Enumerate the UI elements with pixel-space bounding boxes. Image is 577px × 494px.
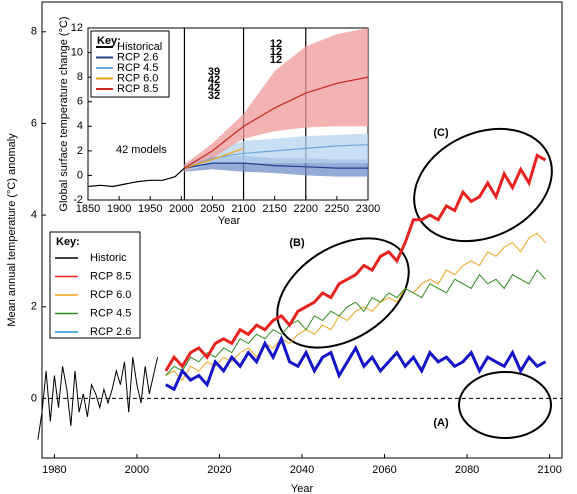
- series-line: [165, 269, 546, 376]
- x-tick-label: 1980: [42, 464, 66, 476]
- y-tick-label: -2: [73, 194, 83, 206]
- series-line: [184, 147, 244, 169]
- series-line: [184, 144, 369, 169]
- x-tick-label: 2100: [231, 203, 255, 215]
- legend-label: RCP 4.5: [117, 62, 158, 74]
- x-tick-label: 1900: [107, 203, 131, 215]
- y-tick-label: 4: [77, 120, 83, 132]
- y-tick-label: 2: [31, 301, 37, 313]
- x-tick-label: 2150: [262, 203, 286, 215]
- y-tick-label: 8: [31, 26, 37, 38]
- series-line: [184, 76, 369, 169]
- legend-box: [49, 231, 141, 339]
- model-count: 12: [270, 46, 282, 58]
- y-tick-label: 4: [31, 209, 37, 221]
- x-tick-label: 2040: [290, 464, 314, 476]
- legend-label: Historic: [90, 252, 127, 264]
- y-axis-label: Mean annual temperature (°C) anomaly: [6, 133, 18, 327]
- y-tick-label: 0: [77, 169, 83, 181]
- annotation: (B): [289, 237, 305, 249]
- model-count: 32: [208, 90, 220, 102]
- x-tick-label: 2060: [372, 464, 396, 476]
- x-tick-label: 2200: [294, 203, 318, 215]
- series-line: [37, 357, 159, 440]
- series-line: [165, 334, 547, 392]
- y-tick-label: 0: [31, 392, 37, 404]
- highlight-ellipse: [458, 371, 552, 439]
- annotation: (C): [433, 127, 449, 139]
- x-tick-label: 2250: [325, 203, 349, 215]
- x-tick-label: 2020: [207, 464, 231, 476]
- annotation: (A): [433, 417, 449, 429]
- highlight-ellipse: [413, 127, 553, 243]
- y-tick-label: 12: [71, 22, 83, 34]
- series-line: [184, 162, 368, 169]
- x-axis-label: Year: [291, 483, 314, 494]
- x-axis-label: Year: [218, 215, 241, 227]
- x-tick-label: 2080: [455, 464, 479, 476]
- legend-label: RCP 2.6: [90, 326, 131, 338]
- x-tick-label: 1850: [76, 203, 100, 215]
- models-note: 42 models: [116, 144, 167, 156]
- x-tick-label: 2000: [169, 203, 193, 215]
- legend-label: RCP 8.5: [117, 83, 158, 95]
- y-tick-label: 2: [77, 145, 83, 157]
- y-tick-label: 10: [71, 46, 83, 58]
- legend-label: RCP 2.6: [117, 51, 158, 63]
- series-line: [87, 167, 185, 188]
- y-axis-label: Global surface temperature change (°C): [58, 16, 70, 211]
- legend-label: RCP 6.0: [117, 72, 158, 84]
- y-tick-label: 6: [31, 117, 37, 129]
- model-count: 39: [208, 66, 220, 78]
- legend-label: RCP 6.0: [90, 289, 131, 301]
- model-count: 12: [270, 54, 282, 66]
- x-tick-label: 2050: [200, 203, 224, 215]
- model-count: 42: [208, 74, 220, 86]
- y-tick-label: 8: [77, 71, 83, 83]
- uncertainty-band: [184, 28, 368, 172]
- y-tick-label: 6: [77, 96, 83, 108]
- inset: -2 0 2 4 6 8 10 12 1850 1900 1950 2000 2050 2100 2150 2…: [58, 16, 380, 230]
- legend-label: RCP 4.5: [90, 307, 131, 319]
- x-tick-label: 2300: [356, 203, 380, 215]
- model-count: 12: [270, 38, 282, 50]
- x-tick-label: 2100: [537, 464, 561, 476]
- model-count: 42: [208, 82, 220, 94]
- uncertainty-band: [184, 133, 368, 172]
- x-tick-label: 1950: [138, 203, 162, 215]
- legend-box: [90, 30, 170, 98]
- x-tick-label: 2000: [125, 464, 149, 476]
- highlight-ellipse: [276, 237, 410, 349]
- series-line: [164, 153, 547, 372]
- legend-title: Key:: [97, 35, 121, 47]
- legend-title: Key:: [56, 236, 80, 248]
- legend-label: RCP 8.5: [90, 270, 131, 282]
- legend-label: Historical: [117, 41, 162, 53]
